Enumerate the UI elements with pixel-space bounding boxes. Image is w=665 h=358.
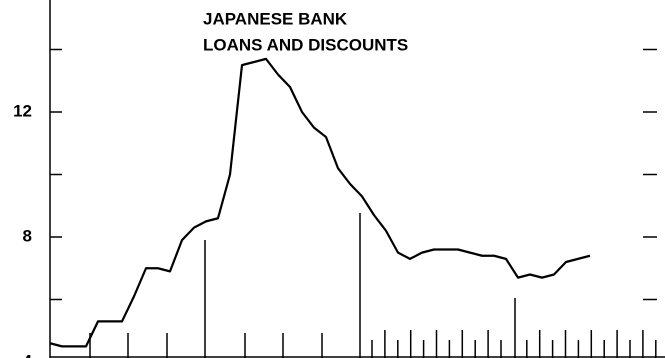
data-line <box>49 57 591 348</box>
chart-title: LOANS AND DISCOUNTS <box>203 35 408 54</box>
y-tick-label: 8 <box>23 226 32 245</box>
y-tick-label: 12 <box>13 101 32 120</box>
chart-title: JAPANESE BANK <box>203 9 348 28</box>
y-tick-label: 4 <box>23 351 33 358</box>
